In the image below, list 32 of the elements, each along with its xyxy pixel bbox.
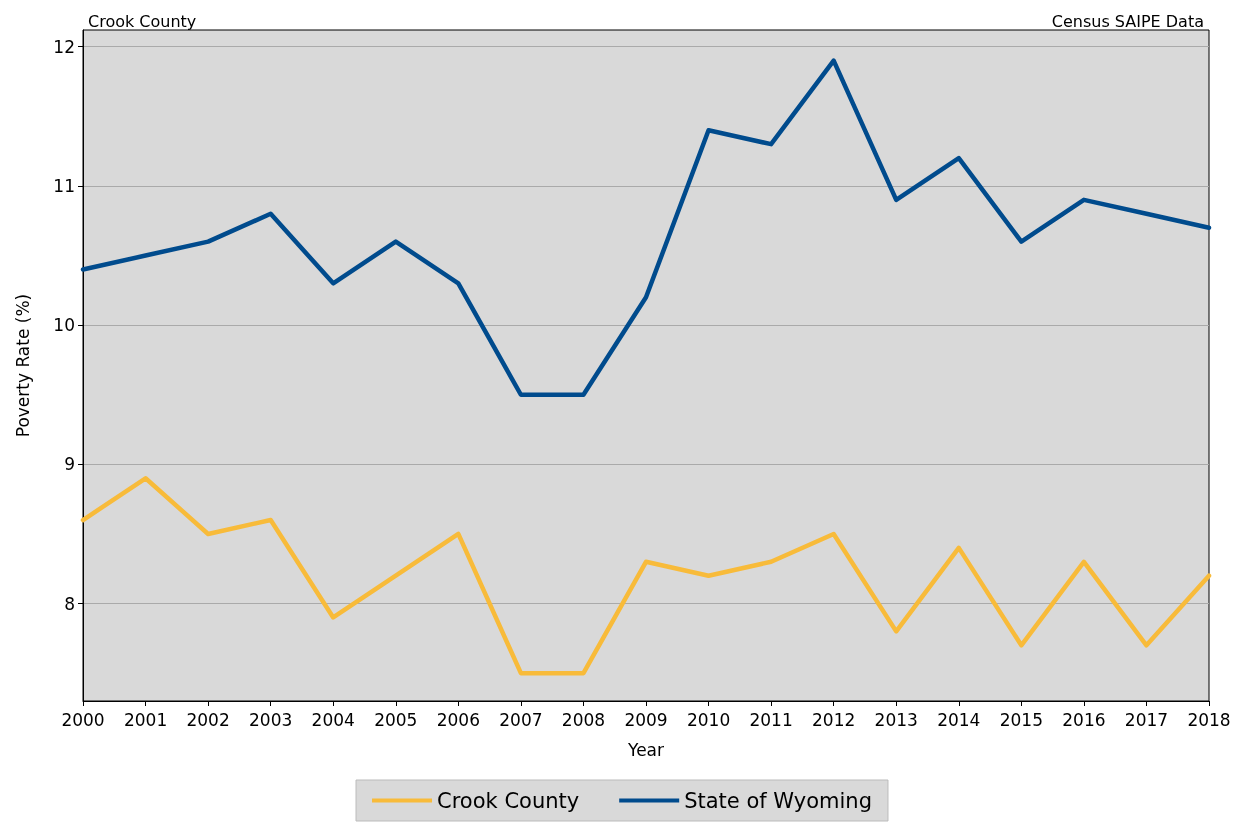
x-tick-label: 2004 bbox=[311, 709, 355, 730]
line-series bbox=[80, 58, 1212, 397]
x-tick-label: 2012 bbox=[812, 709, 856, 730]
x-tick-label: 2000 bbox=[61, 709, 105, 730]
x-tick-label: 2015 bbox=[999, 709, 1043, 730]
line-series bbox=[80, 476, 1212, 676]
x-tick-label: 2018 bbox=[1187, 709, 1231, 730]
y-axis-title: Poverty Rate (%) bbox=[12, 293, 33, 438]
legend-label: Crook County bbox=[437, 788, 580, 813]
x-tick-label: 2003 bbox=[249, 709, 293, 730]
legend-label: State of Wyoming bbox=[684, 788, 872, 813]
x-axis-title: Year bbox=[627, 739, 664, 760]
annotation: Census SAIPE Data bbox=[1051, 11, 1204, 31]
y-tick-label: 10 bbox=[53, 315, 75, 336]
x-tick-label: 2006 bbox=[436, 709, 480, 730]
x-tick-label: 2002 bbox=[186, 709, 230, 730]
x-tick-label: 2008 bbox=[561, 709, 606, 730]
x-tick-label: 2001 bbox=[123, 709, 168, 730]
x-tick-label: 2016 bbox=[1062, 709, 1106, 730]
x-tick-label: 2013 bbox=[874, 709, 918, 730]
y-tick-label: 11 bbox=[53, 175, 75, 196]
y-tick-label: 8 bbox=[64, 593, 75, 614]
x-tick-label: 2009 bbox=[624, 709, 668, 730]
x-tick-label: 2010 bbox=[686, 709, 731, 730]
y-tick-label: 9 bbox=[64, 454, 75, 475]
x-tick-label: 2011 bbox=[749, 709, 793, 730]
chart-title: Crook County bbox=[88, 11, 197, 31]
x-tick-label: 2005 bbox=[374, 709, 418, 730]
x-tick-label: 2017 bbox=[1124, 709, 1169, 730]
y-tick-label: 12 bbox=[53, 36, 75, 57]
x-tick-label: 2007 bbox=[499, 709, 543, 730]
x-tick-label: 2014 bbox=[937, 709, 981, 730]
